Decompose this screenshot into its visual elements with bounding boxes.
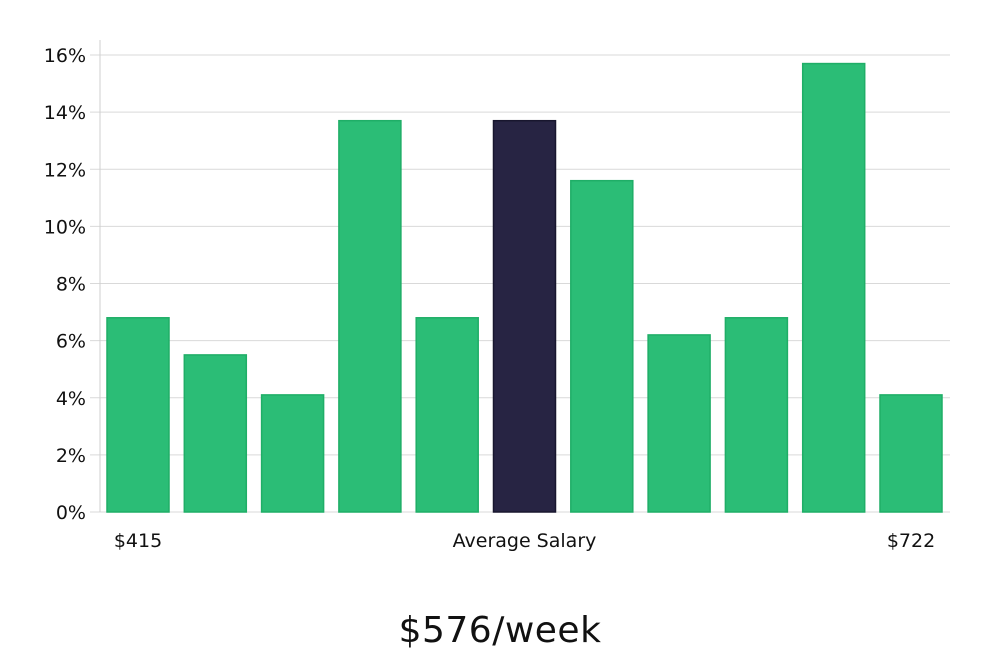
y-tick-label: 0% — [56, 502, 86, 524]
x-max-label: $722 — [887, 530, 935, 552]
bar — [338, 119, 402, 513]
x-min-label: $415 — [114, 530, 162, 552]
salary-histogram: 0% 2% 4% 6% 8% 10% 12% 14% 16% $415 Average Sala… — [44, 40, 950, 552]
y-tick-label: 10% — [44, 216, 86, 238]
bar — [415, 317, 479, 513]
bar — [647, 334, 711, 513]
bar — [801, 62, 866, 513]
y-tick-label: 2% — [56, 445, 86, 467]
bars — [106, 62, 943, 513]
y-tick-label: 12% — [44, 159, 86, 181]
bar — [724, 317, 789, 513]
bar — [260, 394, 325, 513]
x-axis-labels: $415 Average Salary $722 — [114, 530, 935, 552]
y-axis-tick-labels: 0% 2% 4% 6% 8% 10% 12% 14% 16% — [44, 45, 86, 524]
bar — [106, 317, 170, 513]
y-tick-label: 6% — [56, 331, 86, 353]
x-axis-title: Average Salary — [453, 530, 597, 552]
bar-highlighted — [492, 119, 557, 513]
y-tick-label: 4% — [56, 388, 86, 410]
bar — [570, 179, 634, 513]
average-weekly-salary: $576/week — [398, 610, 602, 651]
bar — [879, 394, 943, 513]
y-tick-label: 14% — [44, 102, 86, 124]
y-tick-label: 16% — [44, 45, 86, 67]
y-tick-label: 8% — [56, 274, 86, 296]
bar — [183, 354, 248, 513]
